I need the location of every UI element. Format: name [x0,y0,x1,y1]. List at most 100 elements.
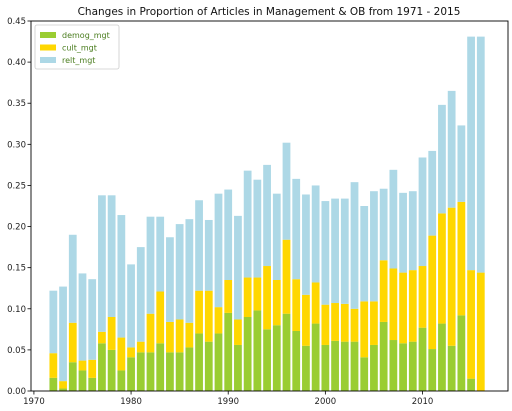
bar-relt_mgt-2009 [408,191,417,271]
bar-demog_mgt-2013 [447,345,456,391]
bar-relt_mgt-1999 [311,185,320,283]
bar-demog_mgt-2011 [428,349,437,391]
bar-demog_mgt-1985 [175,352,184,391]
bar-relt_mgt-1974 [68,234,77,323]
bar-relt_mgt-1996 [282,142,291,240]
bar-relt_mgt-1977 [98,195,106,332]
bar-cult_mgt-1994 [263,266,271,330]
bar-cult_mgt-2002 [340,303,349,342]
bar-relt_mgt-1982 [146,216,155,314]
bar-cult_mgt-1986 [185,322,194,348]
bar-relt_mgt-2001 [331,198,339,304]
bar-cult_mgt-1973 [59,381,67,389]
bar-demog_mgt-1977 [98,343,106,391]
bar-relt_mgt-2003 [350,182,359,309]
bar-cult_mgt-2016 [476,272,485,391]
bar-cult_mgt-1992 [243,277,252,317]
bar-demog_mgt-2004 [360,357,369,391]
bar-cult_mgt-2007 [389,268,398,341]
bar-relt_mgt-2013 [447,90,456,208]
bar-relt_mgt-1987 [195,200,203,291]
y-tick-label: 0.20 [7,223,26,233]
bar-relt_mgt-1972 [49,290,58,354]
bar-cult_mgt-2009 [408,270,417,342]
bar-cult_mgt-1978 [107,317,116,350]
bar-cult_mgt-1974 [68,322,77,363]
bar-relt_mgt-2015 [467,36,475,271]
y-tick-label: 0.00 [7,387,26,397]
x-tick-label: 1990 [217,397,239,407]
bar-cult_mgt-1982 [146,313,155,353]
bar-demog_mgt-2012 [438,323,446,391]
bar-cult_mgt-1977 [98,331,106,344]
bar-cult_mgt-2006 [379,260,388,322]
bar-cult_mgt-1985 [175,319,184,353]
bar-demog_mgt-2006 [379,321,388,391]
bar-demog_mgt-1975 [78,370,87,391]
bar-cult_mgt-2003 [350,308,359,342]
bars-group [49,36,485,391]
bar-cult_mgt-1991 [234,319,242,345]
legend-label-demog_mgt: demog_mgt [62,31,110,40]
y-tick-label: 0.35 [7,99,26,109]
bar-relt_mgt-2004 [360,206,369,302]
chart-title: Changes in Proportion of Articles in Man… [78,6,461,18]
bar-demog_mgt-2000 [321,344,330,391]
bar-demog_mgt-2008 [399,343,407,391]
bar-relt_mgt-1975 [78,273,87,361]
bar-demog_mgt-1999 [311,323,320,391]
bar-demog_mgt-2014 [457,315,466,391]
bar-cult_mgt-2015 [467,270,475,379]
y-tick-label: 0.30 [7,140,26,150]
legend-swatch-demog_mgt [40,32,56,38]
bar-relt_mgt-1978 [107,195,116,317]
bar-demog_mgt-1997 [292,330,301,391]
bar-cult_mgt-1972 [49,353,58,378]
bar-demog_mgt-2010 [418,327,427,391]
bar-demog_mgt-1988 [204,341,213,391]
legend-label-relt_mgt: relt_mgt [62,56,95,65]
bar-relt_mgt-1994 [263,164,271,267]
bar-relt_mgt-2012 [438,104,446,214]
bar-relt_mgt-1981 [136,247,145,342]
bar-relt_mgt-2000 [321,201,330,305]
y-tick-label: 0.40 [7,58,26,68]
bar-cult_mgt-1993 [253,277,262,311]
bar-relt_mgt-1986 [185,219,194,323]
x-axis: 1970 1980 1990 2000 2010 [23,391,433,407]
bar-demog_mgt-2001 [331,340,339,391]
bar-demog_mgt-1979 [117,370,126,391]
bar-relt_mgt-2016 [476,36,485,273]
bar-cult_mgt-2013 [447,207,456,346]
bar-demog_mgt-1978 [107,349,116,391]
bar-demog_mgt-1983 [156,343,165,391]
bar-cult_mgt-2004 [360,301,369,358]
bar-relt_mgt-2005 [370,191,378,302]
bar-demog_mgt-2015 [467,378,475,391]
bar-demog_mgt-1984 [166,352,174,391]
axes-frame [30,20,509,392]
bar-demog_mgt-1980 [127,357,135,391]
x-tick-label: 1970 [23,397,45,407]
x-tick-label: 2010 [412,397,434,407]
bar-relt_mgt-1993 [253,179,262,278]
bar-relt_mgt-1989 [214,193,223,308]
bar-relt_mgt-2007 [389,169,398,269]
bar-demog_mgt-1989 [214,333,223,391]
bar-relt_mgt-1991 [234,215,242,320]
y-tick-label: 0.25 [7,181,26,191]
bar-demog_mgt-1996 [282,313,291,391]
bar-relt_mgt-1997 [292,178,301,280]
bar-relt_mgt-1988 [204,219,213,291]
bar-relt_mgt-1995 [272,193,281,280]
bar-cult_mgt-2000 [321,304,330,345]
bar-relt_mgt-2008 [399,192,407,273]
bar-demog_mgt-2003 [350,341,359,391]
bar-cult_mgt-1998 [302,294,310,346]
x-tick-label: 1980 [120,397,142,407]
bar-cult_mgt-1989 [214,307,223,334]
bar-cult_mgt-1979 [117,337,126,371]
bar-demog_mgt-1991 [234,344,242,391]
bar-cult_mgt-2001 [331,303,339,341]
x-tick-label: 2000 [315,397,337,407]
